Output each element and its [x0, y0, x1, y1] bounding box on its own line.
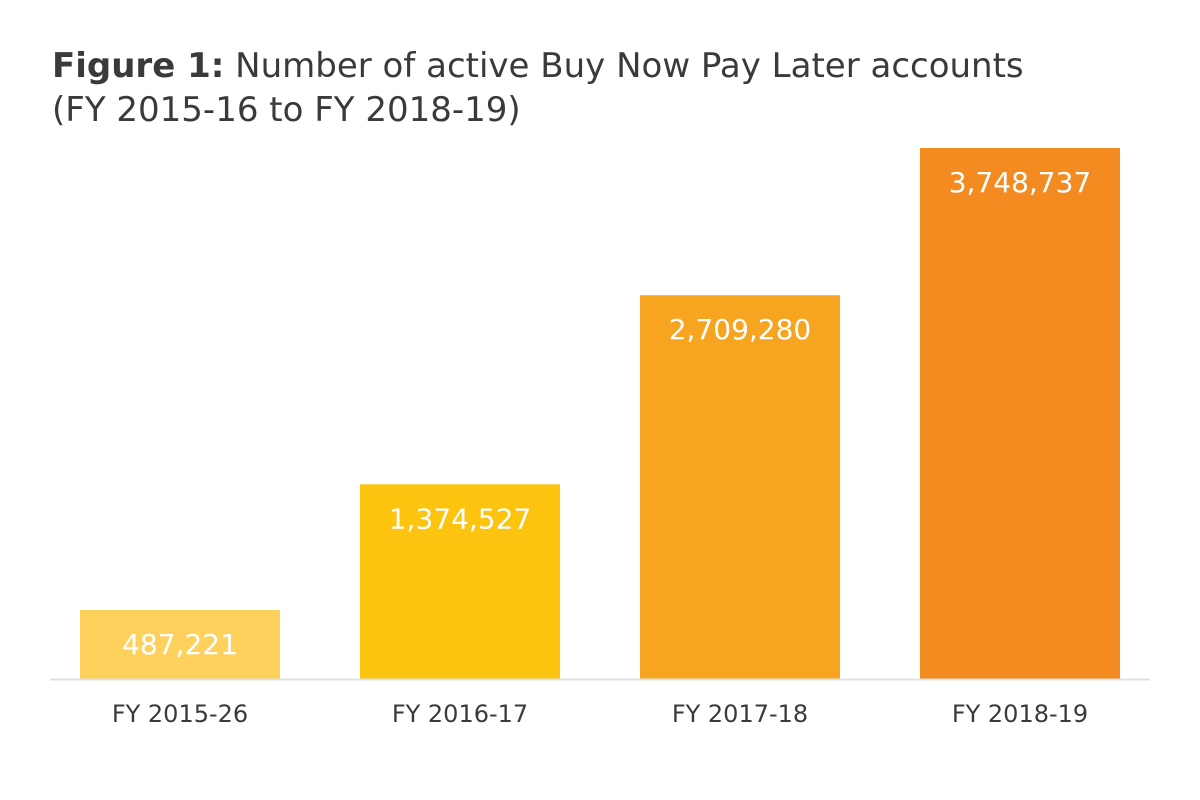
category-label-fy-2016-17: FY 2016-17: [392, 700, 528, 728]
title-line-1: Number of active Buy Now Pay Later accou…: [235, 46, 1024, 86]
bar-value-label-fy-2016-17: 1,374,527: [389, 502, 532, 535]
category-label-fy-2017-18: FY 2017-18: [672, 700, 808, 728]
bar-value-labels: 487,221 1,374,527 2,709,280 3,748,737: [122, 166, 1091, 661]
bar-fy-2017-18: [640, 295, 840, 679]
title-line-2: (FY 2015-16 to FY 2018-19): [52, 90, 521, 130]
category-label-fy-2015-26: FY 2015-26: [112, 700, 248, 728]
bar-value-label-fy-2015-26: 487,221: [122, 628, 238, 661]
bar-value-label-fy-2017-18: 2,709,280: [669, 313, 812, 346]
figure-number: Figure 1:: [52, 46, 225, 86]
category-labels: FY 2015-26 FY 2016-17 FY 2017-18 FY 2018-19: [112, 700, 1088, 728]
category-label-fy-2018-19: FY 2018-19: [952, 700, 1088, 728]
bar-fy-2018-19: [920, 148, 1120, 679]
bar-fy-2016-17: [360, 484, 560, 679]
bars-group: [80, 148, 1120, 679]
bar-fy-2015-26: [80, 609, 280, 679]
chart-title: Figure 1: Number of active Buy Now Pay L…: [52, 44, 1152, 132]
bar-value-label-fy-2018-19: 3,748,737: [949, 166, 1092, 199]
